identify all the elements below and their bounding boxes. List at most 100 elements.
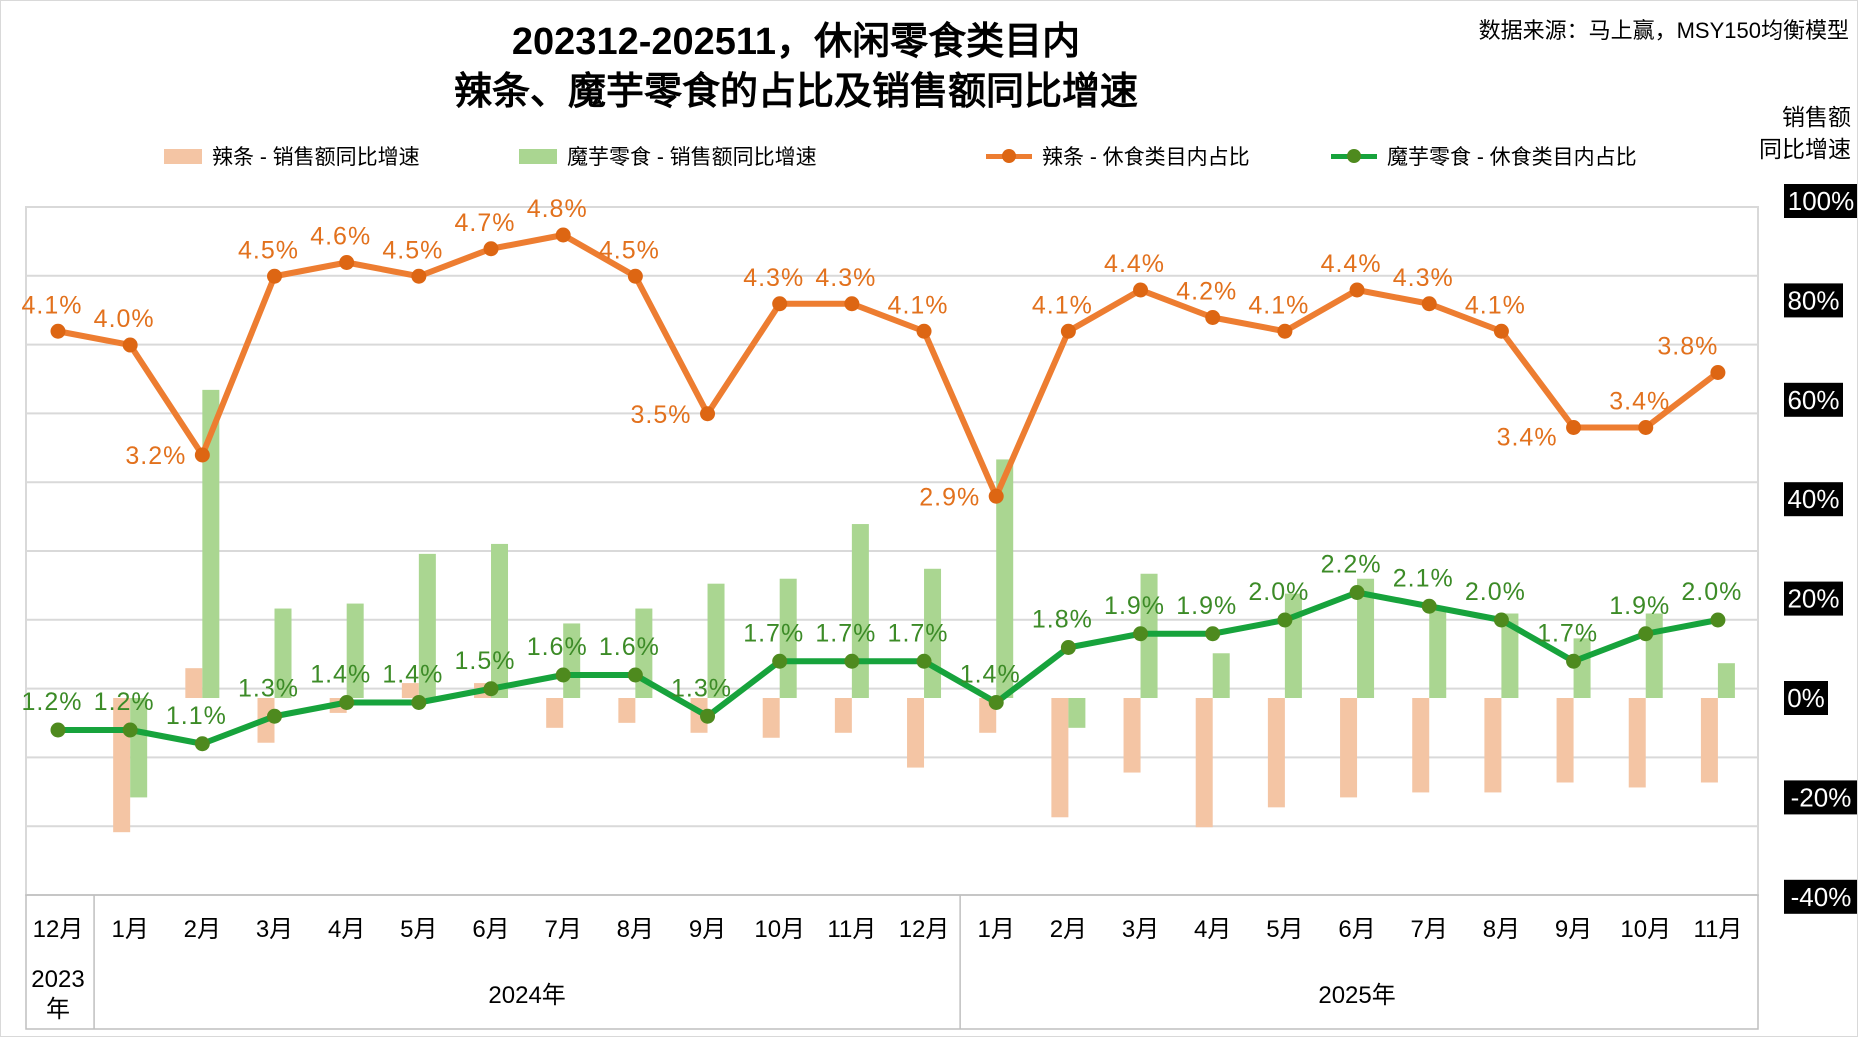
marker-latiao-share-10 [772, 296, 788, 312]
bar-latiao-growth-14 [1051, 698, 1069, 818]
line-latiao-share [55, 232, 1721, 500]
data-label-moyu-share-6: 1.5% [455, 647, 516, 675]
marker-latiao-share-20 [1493, 323, 1509, 339]
data-label-latiao-share-4: 4.6% [310, 223, 371, 251]
right-axis-tick-bg-7 [1784, 879, 1857, 914]
data-label-moyu-share-0: 1.2% [22, 688, 83, 716]
marker-moyu-share-0 [50, 722, 66, 738]
data-label-latiao-share-16: 4.2% [1176, 278, 1237, 306]
marker-moyu-share-8 [627, 667, 643, 683]
marker-moyu-share-21 [1566, 653, 1582, 669]
x-tick-year-1: 2024年 [488, 982, 565, 1009]
x-tick-month-9: 9月 [689, 916, 726, 943]
marker-latiao-share-8 [627, 268, 643, 284]
marker-latiao-share-17 [1277, 323, 1293, 339]
data-label-moyu-share-21: 1.7% [1537, 619, 1598, 647]
bar-latiao-growth-16 [1195, 698, 1213, 828]
data-label-moyu-share-17: 2.0% [1248, 578, 1309, 606]
right-axis-tick-2: 60% [1787, 385, 1839, 415]
bar-moyu-growth-1 [130, 698, 148, 798]
chart-title-line1: 202312-202511，休闲零食类目内 [511, 21, 1081, 63]
x-tick-month-16: 4月 [1194, 916, 1231, 943]
marker-latiao-share-5 [411, 268, 427, 284]
x-tick-month-23: 11月 [1693, 916, 1742, 943]
x-tick-month-22: 10月 [1620, 916, 1671, 943]
bar-moyu-growth-22 [1645, 613, 1663, 698]
legend-swatch-latiao-share [986, 148, 1032, 164]
data-label-latiao-share-7: 4.8% [527, 195, 588, 223]
bar-latiao-growth-19 [1412, 698, 1430, 793]
marker-moyu-share-13 [988, 695, 1004, 710]
right-axis-tick-bg-4 [1784, 581, 1843, 616]
data-label-moyu-share-22: 1.9% [1609, 592, 1670, 620]
x-tick-month-17: 5月 [1266, 916, 1303, 943]
legend-label-moyu-share: 魔芋零食 - 休食类目内占比 [1387, 146, 1637, 169]
marker-latiao-share-1 [122, 337, 138, 353]
right-axis-tick-4: 20% [1787, 584, 1839, 614]
x-tick-month-14: 2月 [1050, 916, 1087, 943]
marker-latiao-share-2 [194, 447, 210, 463]
bar-moyu-growth-17 [1284, 593, 1302, 698]
marker-moyu-share-14 [1060, 640, 1076, 655]
bar-latiao-growth-11 [834, 698, 852, 733]
data-label-moyu-share-2: 1.1% [166, 702, 227, 730]
marker-moyu-share-15 [1133, 626, 1149, 642]
bar-latiao-growth-15 [1123, 698, 1141, 773]
x-tick-year-2: 2025年 [1318, 982, 1395, 1009]
marker-moyu-share-3 [267, 708, 283, 724]
data-label-latiao-share-6: 4.7% [455, 209, 516, 237]
data-label-moyu-share-4: 1.4% [310, 661, 371, 689]
data-label-moyu-share-15: 1.9% [1104, 592, 1165, 620]
bar-latiao-growth-22 [1628, 698, 1646, 788]
chart-title: 202312-202511，休闲零食类目内 辣条、魔芋零食的占比及销售额同比增速 [1, 17, 1591, 117]
x-tick-month-21: 9月 [1555, 916, 1592, 943]
data-label-latiao-share-2: 3.2% [125, 442, 186, 470]
data-label-moyu-share-5: 1.4% [382, 661, 443, 689]
data-label-latiao-share-1: 4.0% [94, 305, 155, 333]
right-axis-tick-bg-2 [1784, 382, 1843, 417]
bar-moyu-growth-16 [1212, 653, 1230, 698]
data-label-latiao-share-3: 4.5% [238, 236, 299, 264]
data-label-latiao-share-10: 4.3% [743, 264, 804, 292]
bar-latiao-growth-8 [618, 698, 636, 723]
data-label-moyu-share-9: 1.3% [671, 674, 732, 702]
marker-moyu-share-2 [194, 736, 210, 752]
marker-moyu-share-12 [916, 653, 932, 669]
marker-moyu-share-11 [844, 653, 860, 669]
data-label-latiao-share-20: 4.1% [1465, 291, 1526, 319]
data-label-latiao-share-14: 4.1% [1032, 291, 1093, 319]
marker-moyu-share-9 [700, 708, 716, 724]
data-label-moyu-share-23: 2.0% [1681, 578, 1742, 606]
data-label-latiao-share-12: 4.1% [888, 291, 949, 319]
data-source-note: 数据来源：马上赢，MSY150均衡模型 [1478, 18, 1849, 43]
bar-moyu-growth-14 [1068, 698, 1086, 728]
bar-moyu-growth-18 [1357, 578, 1375, 698]
data-label-latiao-share-9: 3.5% [631, 401, 692, 429]
data-label-latiao-share-22: 3.4% [1609, 388, 1670, 416]
marker-latiao-share-16 [1205, 310, 1221, 325]
marker-latiao-share-15 [1133, 282, 1149, 298]
data-label-moyu-share-1: 1.2% [94, 688, 155, 716]
x-tick-year-0: 2023 [31, 966, 84, 993]
data-label-moyu-share-14: 1.8% [1032, 606, 1093, 634]
legend-label-latiao-growth: 辣条 - 销售额同比增速 [212, 146, 420, 169]
bar-moyu-growth-6 [491, 543, 509, 698]
x-tick-month-7: 7月 [545, 916, 582, 943]
marker-latiao-share-11 [844, 296, 860, 312]
x-tick-month-15: 3月 [1122, 916, 1159, 943]
data-label-moyu-share-11: 1.7% [815, 619, 876, 647]
bar-latiao-growth-2 [185, 668, 203, 698]
marker-latiao-share-12 [916, 323, 932, 339]
marker-latiao-share-6 [483, 241, 499, 257]
marker-latiao-share-14 [1060, 323, 1076, 339]
marker-latiao-share-4 [339, 255, 355, 270]
data-label-latiao-share-0: 4.1% [22, 291, 83, 319]
right-axis-title-line1: 销售额 [1782, 104, 1851, 130]
data-label-moyu-share-19: 2.1% [1393, 564, 1454, 592]
right-axis-tick-bg-1 [1784, 283, 1843, 318]
bar-latiao-growth-21 [1556, 698, 1574, 783]
marker-moyu-share-4 [339, 695, 355, 710]
bar-moyu-growth-23 [1717, 663, 1735, 698]
